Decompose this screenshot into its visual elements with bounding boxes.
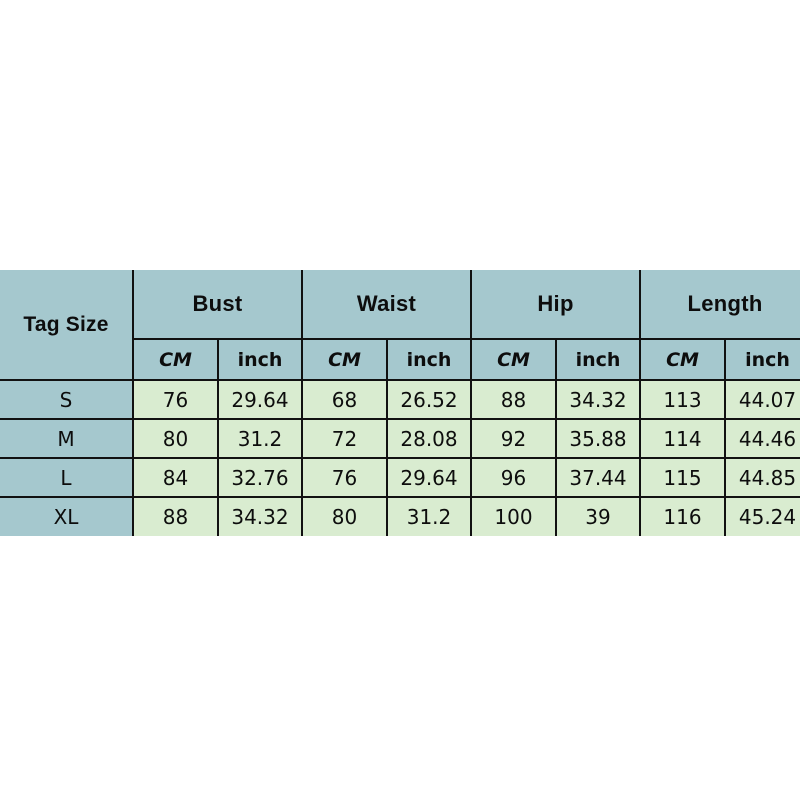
table-row: L 84 32.76 76 29.64 96 37.44 115 44.85 xyxy=(0,457,800,498)
unit-header-bust-cm: CM xyxy=(133,338,219,381)
unit-header-hip-inch: inch xyxy=(555,338,642,381)
cell-waist-inch: 29.64 xyxy=(385,457,473,498)
size-label: S xyxy=(0,379,134,420)
size-chart-container: Tag Size Bust Waist Hip Length CM inch C… xyxy=(0,270,800,536)
group-header-row: Tag Size Bust Waist Hip Length xyxy=(0,270,800,381)
cell-length-cm: 113 xyxy=(639,379,727,420)
size-label: M xyxy=(0,418,134,459)
unit-header-bust-inch: inch xyxy=(217,338,303,381)
cell-bust-cm: 76 xyxy=(132,379,219,420)
cell-bust-cm: 80 xyxy=(132,418,219,459)
cell-length-cm: 116 xyxy=(639,496,727,536)
cell-length-cm: 115 xyxy=(639,457,727,498)
table-row: M 80 31.2 72 28.08 92 35.88 114 44.46 xyxy=(0,418,800,459)
unit-header-length-inch: inch xyxy=(724,338,800,381)
table-row: S 76 29.64 68 26.52 88 34.32 113 44.07 xyxy=(0,379,800,420)
cell-bust-inch: 29.64 xyxy=(217,379,303,420)
cell-length-inch: 44.46 xyxy=(724,418,800,459)
cell-waist-cm: 72 xyxy=(301,418,388,459)
cell-hip-cm: 92 xyxy=(470,418,558,459)
cell-waist-inch: 31.2 xyxy=(385,496,473,536)
cell-bust-inch: 32.76 xyxy=(217,457,303,498)
cell-waist-cm: 80 xyxy=(301,496,388,536)
cell-hip-inch: 37.44 xyxy=(555,457,642,498)
cell-bust-cm: 88 xyxy=(132,496,219,536)
cell-hip-inch: 34.32 xyxy=(555,379,642,420)
cell-waist-inch: 28.08 xyxy=(385,418,473,459)
cell-waist-cm: 68 xyxy=(301,379,388,420)
cell-length-inch: 44.07 xyxy=(724,379,800,420)
size-label: XL xyxy=(0,496,134,536)
cell-hip-inch: 35.88 xyxy=(555,418,642,459)
cell-length-inch: 45.24 xyxy=(724,496,800,536)
cell-bust-inch: 34.32 xyxy=(217,496,303,536)
group-header-length: Length xyxy=(639,270,800,340)
unit-header-hip-cm: CM xyxy=(470,338,558,381)
cell-waist-inch: 26.52 xyxy=(385,379,473,420)
table-row: XL 88 34.32 80 31.2 100 39 116 45.24 xyxy=(0,496,800,536)
cell-length-inch: 44.85 xyxy=(724,457,800,498)
group-header-bust: Bust xyxy=(132,270,303,340)
unit-header-row: CM inch CM inch CM inch CM inch xyxy=(0,338,800,381)
tag-size-header: Tag Size xyxy=(0,270,134,381)
cell-hip-cm: 100 xyxy=(470,496,558,536)
cell-hip-inch: 39 xyxy=(555,496,642,536)
cell-hip-cm: 88 xyxy=(470,379,558,420)
unit-header-waist-inch: inch xyxy=(385,338,473,381)
cell-length-cm: 114 xyxy=(639,418,727,459)
cell-waist-cm: 76 xyxy=(301,457,388,498)
size-chart-table: Tag Size Bust Waist Hip Length CM inch C… xyxy=(0,270,800,536)
cell-bust-inch: 31.2 xyxy=(217,418,303,459)
size-label: L xyxy=(0,457,134,498)
cell-hip-cm: 96 xyxy=(470,457,558,498)
group-header-hip: Hip xyxy=(470,270,642,340)
cell-bust-cm: 84 xyxy=(132,457,219,498)
unit-header-length-cm: CM xyxy=(639,338,727,381)
unit-header-waist-cm: CM xyxy=(301,338,388,381)
group-header-waist: Waist xyxy=(300,270,473,340)
